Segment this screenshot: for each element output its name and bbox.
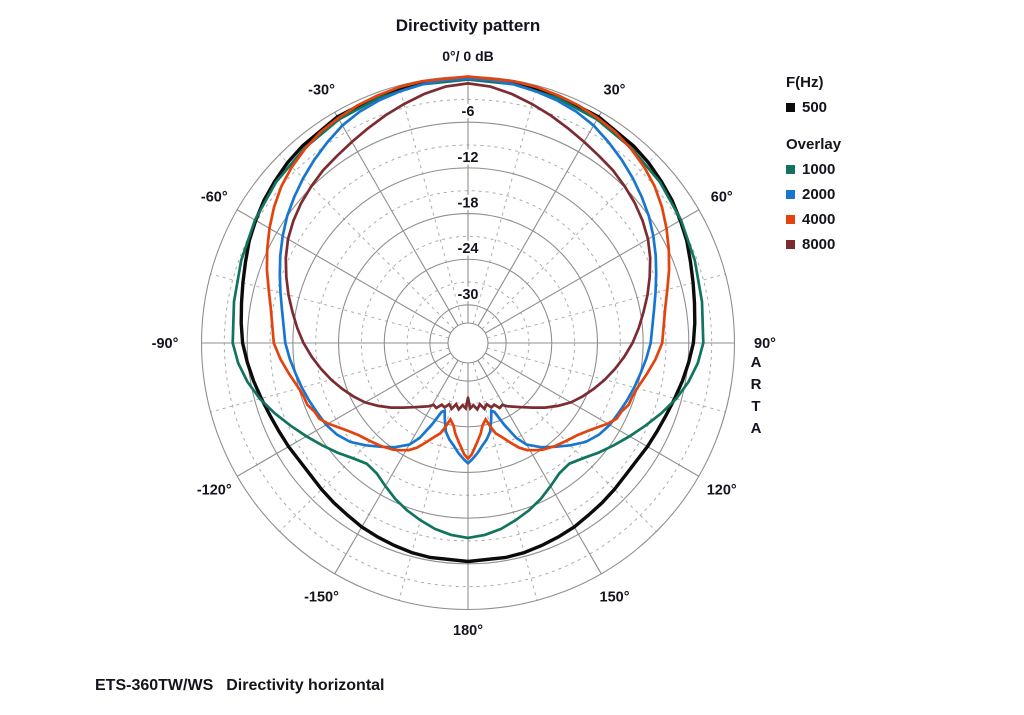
legend-overlay-group: 1000 2000 4000 8000 — [786, 157, 841, 257]
legend-label: 500 — [802, 99, 828, 116]
legend-swatch-2000 — [786, 190, 795, 199]
grid-spoke-dashed-105deg — [487, 347, 726, 413]
legend-swatch-8000 — [786, 240, 795, 249]
db-ring-label--24: -24 — [458, 241, 479, 257]
watermark-letter: T — [751, 398, 761, 415]
legend-item-8000: 8000 — [786, 232, 841, 257]
grid-spoke-240deg — [236, 352, 451, 477]
legend-swatch-500 — [786, 103, 795, 112]
watermark-letter: R — [750, 376, 762, 393]
apex-angle-db-label: 0°/ 0 dB — [442, 48, 494, 64]
caption-text: Directivity horizontal — [226, 677, 385, 694]
legend-item-1000: 1000 — [786, 157, 841, 182]
legend-label: 1000 — [802, 161, 836, 178]
angle-label--120: -120° — [197, 483, 232, 499]
db-ring-label--18: -18 — [458, 196, 479, 212]
watermark-letter: A — [750, 354, 762, 371]
angle-label-60: 60° — [711, 190, 733, 206]
grid-spoke-120deg — [485, 352, 700, 477]
angle-label-120: 120° — [707, 483, 737, 499]
grid-spoke-dashed-75deg — [487, 273, 726, 339]
legend-overlay-header: Overlay — [786, 136, 842, 153]
legend-primary-group: 500 — [786, 95, 841, 120]
legend-swatch-4000 — [786, 215, 795, 224]
angle-label-90: 90° — [754, 336, 776, 352]
angle-label-150: 150° — [600, 590, 630, 606]
grid-spoke-dashed-285deg — [210, 273, 449, 339]
legend-frequency-header: F(Hz) — [786, 74, 824, 91]
legend: F(Hz) 500 Overlay 1000 2000 4000 8000 — [786, 70, 841, 257]
grid-spoke-dashed-225deg — [279, 356, 455, 532]
db-ring-label--30: -30 — [458, 287, 479, 303]
legend-item-500: 500 — [786, 95, 841, 120]
legend-swatch-1000 — [786, 165, 795, 174]
angle-label--60: -60° — [201, 190, 228, 206]
grid-spoke-210deg — [334, 360, 459, 575]
grid-spoke-330deg — [334, 111, 459, 326]
caption-model: ETS-360TW/WS — [95, 677, 214, 694]
db-ring-label--12: -12 — [458, 150, 479, 166]
angle-label--30: -30° — [308, 82, 335, 98]
grid-spoke-dashed-45deg — [481, 154, 657, 330]
watermark-letter: A — [750, 420, 762, 437]
legend-item-4000: 4000 — [786, 207, 841, 232]
grid-spoke-60deg — [485, 209, 700, 334]
db-ring-label--6: -6 — [462, 104, 475, 120]
grid-spoke-dashed-165deg — [472, 362, 538, 601]
grid-spoke-dashed-135deg — [481, 356, 657, 532]
grid-spoke-dashed-255deg — [210, 347, 449, 413]
angle-label--90: -90° — [152, 336, 179, 352]
grid-spoke-30deg — [477, 111, 602, 326]
grid-spoke-dashed-195deg — [398, 362, 464, 601]
series-curve-4000 — [265, 75, 671, 461]
legend-item-2000: 2000 — [786, 182, 841, 207]
center-hub-circle — [447, 322, 489, 364]
legend-label: 4000 — [802, 211, 836, 228]
caption: ETS-360TW/WS Directivity horizontal — [95, 677, 384, 695]
legend-label: 2000 — [802, 186, 836, 203]
grid-spoke-dashed-315deg — [279, 154, 455, 330]
angle-label-180: 180° — [453, 623, 483, 639]
grid-spoke-dashed-345deg — [398, 85, 464, 324]
series-curve-2000 — [278, 77, 658, 465]
legend-label: 8000 — [802, 236, 836, 253]
angle-label-30: 30° — [604, 82, 626, 98]
grid-spoke-300deg — [236, 209, 451, 334]
chart-title: Directivity pattern — [395, 16, 541, 35]
grid-spoke-dashed-15deg — [472, 85, 538, 324]
angle-label--150: -150° — [304, 590, 339, 606]
grid-spoke-150deg — [477, 360, 602, 575]
series-curve-8000 — [284, 82, 652, 412]
